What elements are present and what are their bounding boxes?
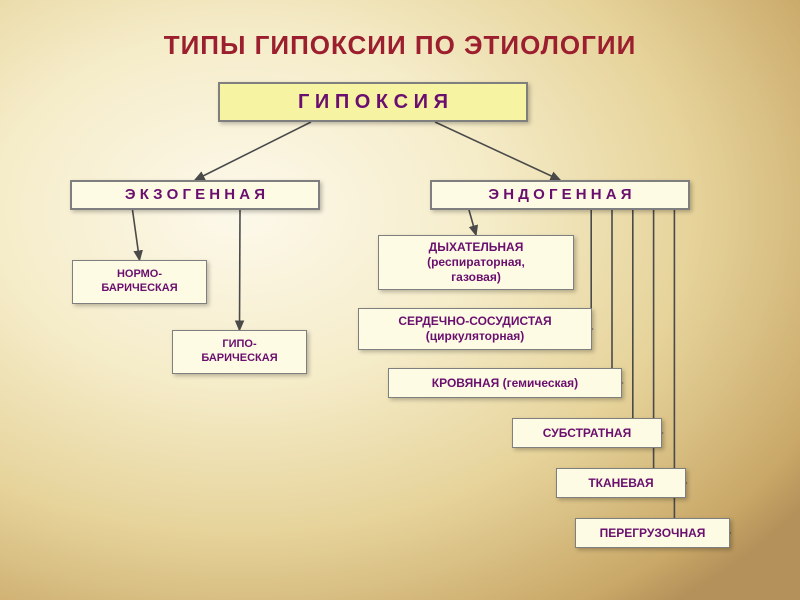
node-tissue: ТКАНЕВАЯ <box>556 468 686 498</box>
arrow <box>469 210 476 235</box>
node-resp: ДЫХАТЕЛЬНАЯ (респираторная, газовая) <box>378 235 574 290</box>
node-root: Г И П О К С И Я <box>218 82 528 122</box>
node-endo: Э Н Д О Г Е Н Н А Я <box>430 180 690 210</box>
node-circ: СЕРДЕЧНО-СОСУДИСТАЯ (циркуляторная) <box>358 308 592 350</box>
arrow <box>133 210 140 260</box>
page-title: ТИПЫ ГИПОКСИИ ПО ЭТИОЛОГИИ <box>0 30 800 61</box>
arrow <box>633 210 662 433</box>
node-exo: Э К З О Г Е Н Н А Я <box>70 180 320 210</box>
diagram-stage: ТИПЫ ГИПОКСИИ ПО ЭТИОЛОГИИ Г И П О К С И… <box>0 0 800 600</box>
arrow <box>195 122 311 180</box>
arrow <box>612 210 622 383</box>
arrow <box>435 122 560 180</box>
node-normo: НОРМО- БАРИЧЕСКАЯ <box>72 260 207 304</box>
node-hem: КРОВЯНАЯ (гемическая) <box>388 368 622 398</box>
node-substr: СУБСТРАТНАЯ <box>512 418 662 448</box>
node-overload: ПЕРЕГРУЗОЧНАЯ <box>575 518 730 548</box>
arrow <box>240 210 241 330</box>
node-hypo: ГИПО- БАРИЧЕСКАЯ <box>172 330 307 374</box>
